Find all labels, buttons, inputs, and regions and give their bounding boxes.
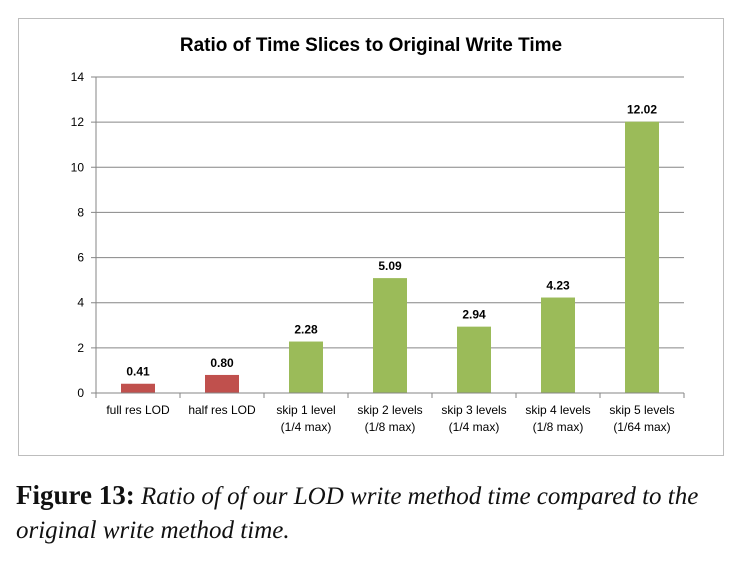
caption-text: Ratio of of our LOD write method time co… [16,483,699,544]
chart-frame: Ratio of Time Slices to Original Write T… [18,18,724,456]
data-label: 12.02 [627,103,657,117]
bar [625,121,659,393]
x-tick-label: skip 1 level [276,403,335,417]
x-tick-label: (1/8 max) [365,420,416,434]
x-tick-label: half res LOD [188,403,256,417]
x-tick-label: (1/8 max) [533,420,584,434]
y-tick-label: 0 [77,386,84,400]
x-tick-label: full res LOD [106,403,170,417]
x-tick-label: skip 3 levels [441,403,506,417]
bar [289,341,323,393]
bar [373,278,407,393]
bar [457,326,491,393]
x-tick-label: skip 5 levels [609,403,674,417]
x-tick-label: (1/64 max) [613,420,670,434]
x-tick-label: (1/4 max) [281,420,332,434]
y-tick-label: 8 [77,205,84,219]
y-tick-label: 10 [71,160,85,174]
bar [205,374,239,393]
bar-chart: 0 2 4 6 8 10 12 14 0.41 full res LOD 0.80 half res … [71,70,685,434]
data-label: 2.94 [462,308,486,322]
x-tick-label: skip 2 levels [357,403,422,417]
chart-title: Ratio of Time Slices to Original Write T… [179,35,563,56]
x-tick-label: skip 4 levels [525,403,590,417]
data-label: 2.28 [294,323,318,337]
x-tick-label: (1/4 max) [449,420,500,434]
y-tick-label: 12 [71,115,85,129]
figure-caption: Figure 13: Ratio of of our LOD write met… [16,478,736,548]
bar [541,297,575,393]
data-label: 5.09 [378,259,402,273]
data-label: 0.41 [126,365,150,379]
y-tick-label: 4 [77,296,84,310]
y-tick-label: 6 [77,251,84,265]
data-label: 4.23 [546,279,570,293]
caption-label: Figure 13: [16,480,135,510]
data-label: 0.80 [210,356,234,370]
bar [121,383,155,393]
y-tick-label: 2 [77,341,84,355]
y-tick-label: 14 [71,70,85,84]
